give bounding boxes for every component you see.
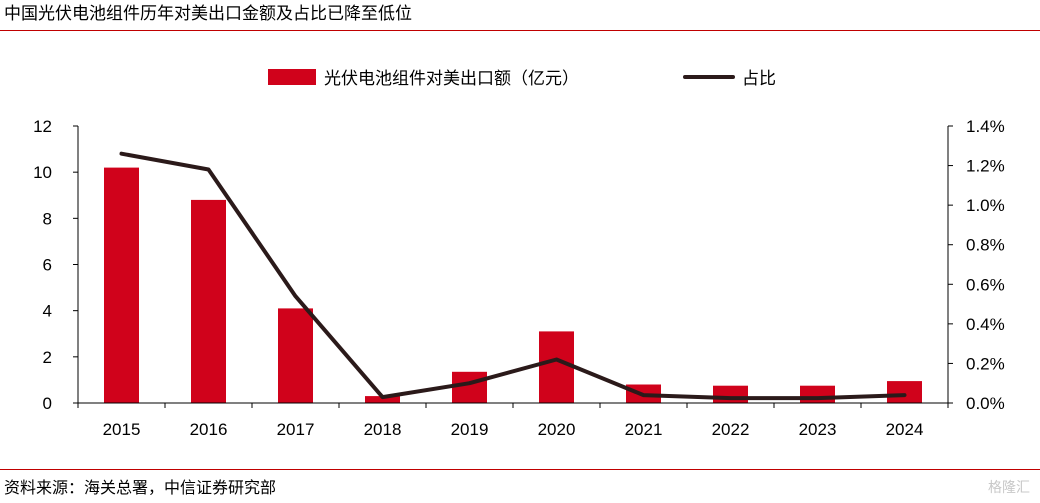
legend-bar-swatch [268, 69, 316, 85]
right-tick-label: 0.0% [966, 394, 1005, 413]
x-tick-label: 2022 [712, 420, 750, 439]
legend-line-label: 占比 [742, 69, 776, 89]
share-line [119, 151, 907, 401]
line-series [119, 151, 907, 401]
bar-2023 [800, 385, 835, 403]
chart-title: 中国光伏电池组件历年对美出口金额及占比已降至低位 [4, 4, 412, 24]
x-tick-label: 2019 [451, 420, 489, 439]
right-tick-label: 0.2% [966, 354, 1005, 373]
footer-divider [0, 469, 1040, 470]
share-point-2018 [382, 396, 383, 398]
x-tick-label: 2024 [886, 420, 924, 439]
bar-2017 [278, 308, 313, 403]
bar-2024 [887, 381, 922, 403]
bar-2018 [365, 396, 400, 403]
right-tick-label: 1.2% [966, 157, 1005, 176]
x-tick-label: 2023 [799, 420, 837, 439]
x-tick-label: 2017 [277, 420, 315, 439]
right-tick-label: 0.4% [966, 315, 1005, 334]
x-tick-label: 2015 [103, 420, 141, 439]
watermark: 格隆汇 [988, 480, 1030, 496]
share-point-2017 [295, 295, 296, 297]
left-tick-label: 0 [43, 394, 52, 413]
chart-axes: 0 2 4 6 8 10 12 0.0% 0.2% 0.4% 0.6% 0.8% 1.0% 1.2% 1.4… [33, 117, 1005, 439]
share-point-2024 [904, 394, 905, 396]
x-tick-label: 2020 [538, 420, 576, 439]
bar-2019 [452, 371, 487, 403]
bar-2020 [539, 331, 574, 403]
left-tick-label: 8 [43, 209, 52, 228]
title-divider [0, 30, 1040, 31]
bar-2015 [104, 167, 139, 403]
share-point-2021 [643, 394, 644, 396]
bar-2022 [713, 385, 748, 403]
left-tick-label: 6 [43, 256, 52, 275]
x-tick-label: 2018 [364, 420, 402, 439]
chart-legend: 光伏电池组件对美出口额（亿元） 占比 [268, 69, 776, 89]
share-point-2016 [208, 169, 209, 170]
share-point-2020 [556, 359, 557, 360]
right-tick-label: 1.0% [966, 196, 1005, 215]
bar-series [104, 167, 922, 403]
right-tick-label: 1.4% [966, 117, 1005, 136]
left-tick-label: 2 [43, 348, 52, 367]
x-tick-label: 2021 [625, 420, 663, 439]
share-point-2015 [121, 153, 122, 155]
left-tick-label: 12 [33, 117, 52, 136]
legend-bar-label: 光伏电池组件对美出口额（亿元） [324, 69, 579, 89]
share-point-2023 [817, 397, 818, 399]
share-point-2019 [469, 382, 470, 384]
x-tick-label: 2016 [190, 420, 228, 439]
right-tick-label: 0.6% [966, 275, 1005, 294]
left-tick-label: 10 [33, 163, 52, 182]
right-tick-label: 0.8% [966, 236, 1005, 255]
source-note: 资料来源：海关总署，中信证券研究部 [4, 478, 277, 497]
share-point-2022 [730, 397, 731, 399]
left-tick-label: 4 [43, 302, 52, 321]
bar-2016 [191, 199, 226, 403]
